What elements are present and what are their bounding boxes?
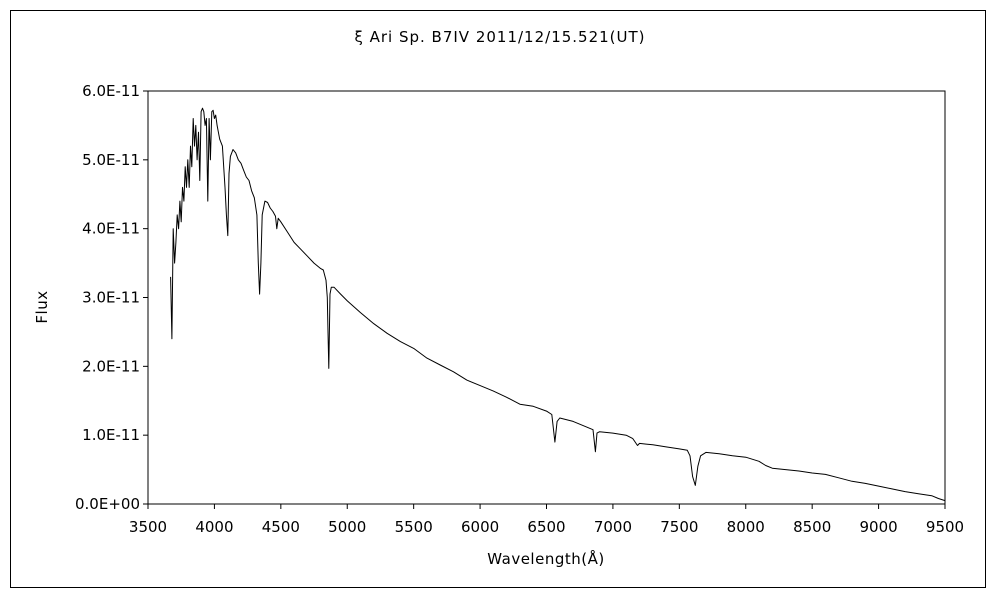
y-tick-label: 1.0E-11: [82, 426, 140, 444]
x-tick-label: 3500: [129, 518, 167, 536]
x-axis: 3500 4000 4500 5000 5500 6000 6500 7000 7500 8000…: [129, 504, 964, 536]
x-tick-label: 5500: [395, 518, 433, 536]
x-tick-label: 9000: [859, 518, 897, 536]
x-tick-label: 6000: [461, 518, 499, 536]
y-tick-label: 2.0E-11: [82, 357, 140, 375]
chart-title: ξ Ari Sp. B7IV 2011/12/15.521(UT): [354, 28, 645, 46]
x-tick-label: 8000: [727, 518, 765, 536]
x-tick-label: 4500: [262, 518, 300, 536]
x-tick-label: 7500: [660, 518, 698, 536]
y-axis: 0.0E+00 1.0E-11 2.0E-11 3.0E-11 4.0E-11 5.0E-…: [75, 82, 148, 513]
chart-frame: [10, 10, 986, 588]
spectrum-line: [170, 107, 946, 502]
x-tick-label: 7000: [594, 518, 632, 536]
x-tick-label: 6500: [527, 518, 565, 536]
x-tick-label: 8500: [793, 518, 831, 536]
y-tick-label: 5.0E-11: [82, 151, 140, 169]
x-tick-label: 5000: [328, 518, 366, 536]
y-tick-label: 0.0E+00: [75, 495, 140, 513]
plot-area: [147, 90, 946, 505]
x-tick-label: 4000: [195, 518, 233, 536]
y-tick-label: 4.0E-11: [82, 220, 140, 238]
y-tick-label: 6.0E-11: [82, 82, 140, 100]
x-axis-label: Wavelength(Å): [487, 549, 604, 568]
y-tick-label: 3.0E-11: [82, 289, 140, 307]
x-tick-label: 9500: [926, 518, 964, 536]
y-axis-label: Flux: [33, 290, 51, 323]
